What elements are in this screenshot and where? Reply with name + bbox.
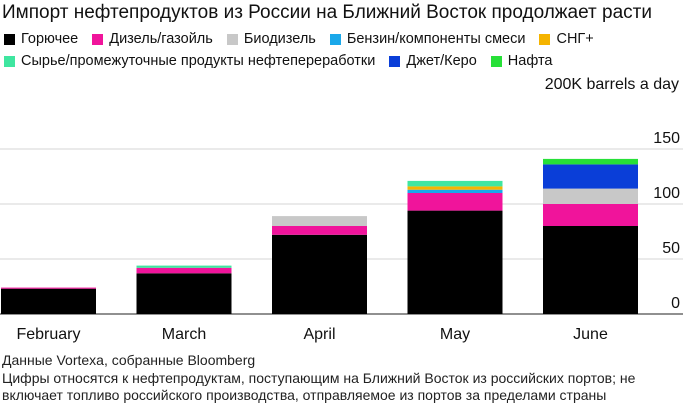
y-tick-label: 100 bbox=[653, 185, 680, 202]
bar-segment-3-3 bbox=[407, 189, 503, 193]
legend-label: Биодизель bbox=[243, 31, 316, 47]
bar-segment-1-5 bbox=[136, 265, 232, 268]
bar-segment-4-7 bbox=[543, 158, 638, 165]
bar-segment-2-0 bbox=[272, 234, 367, 314]
chart-legend: Горючее Дизель/газойль Биодизель Бензин/ком… bbox=[4, 31, 679, 69]
legend-label: Горючее bbox=[21, 31, 79, 47]
legend-swatch bbox=[4, 33, 15, 45]
bar-segment-3-4 bbox=[407, 186, 503, 190]
legend-swatch bbox=[226, 33, 238, 45]
x-tick-label: May bbox=[440, 326, 470, 343]
footnote: Цифры относятся к нефтепродуктам, поступ… bbox=[2, 370, 636, 403]
bar-segment-1-0 bbox=[136, 273, 232, 314]
bar-segment-0-1 bbox=[1, 287, 96, 289]
legend-item: Сырье/промежуточные продукты нефтеперера… bbox=[4, 53, 375, 69]
chart-title: Импорт нефтепродуктов из России на Ближн… bbox=[2, 2, 652, 23]
y-tick-label: 150 bbox=[653, 130, 680, 147]
legend-swatch bbox=[539, 33, 551, 45]
y-tick-label: 0 bbox=[671, 295, 680, 312]
bar-segment-2-1 bbox=[272, 226, 367, 235]
y-tick-label: 50 bbox=[662, 240, 680, 257]
bar-segment-4-6 bbox=[543, 164, 638, 189]
x-tick-label: February bbox=[16, 326, 80, 343]
legend-swatch bbox=[92, 33, 104, 45]
bar-segment-2-2 bbox=[272, 216, 367, 226]
legend-item: Нафта bbox=[490, 53, 553, 69]
bar-segment-4-2 bbox=[543, 188, 638, 204]
bar-segment-0-0 bbox=[1, 288, 96, 314]
legend-item: Биодизель bbox=[226, 31, 316, 47]
legend-label: Джет/Керо bbox=[406, 53, 477, 69]
legend-swatch bbox=[329, 33, 341, 45]
bar-segment-3-1 bbox=[407, 193, 503, 211]
bar-segment-1-1 bbox=[136, 267, 232, 274]
legend-label: Нафта bbox=[507, 53, 553, 69]
legend-label: СНГ+ bbox=[556, 31, 594, 47]
bar-segment-4-1 bbox=[543, 204, 638, 226]
legend-item: Горючее bbox=[4, 31, 78, 47]
source-note: Данные Vortexa, собранные Bloomberg bbox=[2, 352, 256, 368]
bar-segment-4-0 bbox=[543, 226, 638, 314]
x-tick-label: March bbox=[162, 326, 206, 343]
legend-swatch bbox=[490, 55, 502, 67]
legend-swatch bbox=[4, 55, 15, 67]
x-tick-label: April bbox=[303, 326, 335, 343]
legend-item: Бензин/компоненты смеси bbox=[329, 31, 526, 47]
legend-item: Дизель/газойль bbox=[92, 31, 213, 47]
legend-item: СНГ+ bbox=[539, 31, 594, 47]
bar-segment-3-5 bbox=[407, 180, 503, 187]
y-axis-unit-label: 200K barrels a day bbox=[544, 76, 679, 93]
legend-label: Сырье/промежуточные продукты нефтеперера… bbox=[21, 53, 376, 69]
legend-item: Джет/Керо bbox=[389, 53, 477, 69]
bar-segment-3-0 bbox=[407, 210, 503, 314]
legend-label: Бензин/компоненты смеси bbox=[346, 31, 526, 47]
legend-swatch bbox=[389, 55, 401, 67]
legend-label: Дизель/газойль bbox=[109, 31, 213, 47]
x-tick-label: June bbox=[573, 326, 608, 343]
